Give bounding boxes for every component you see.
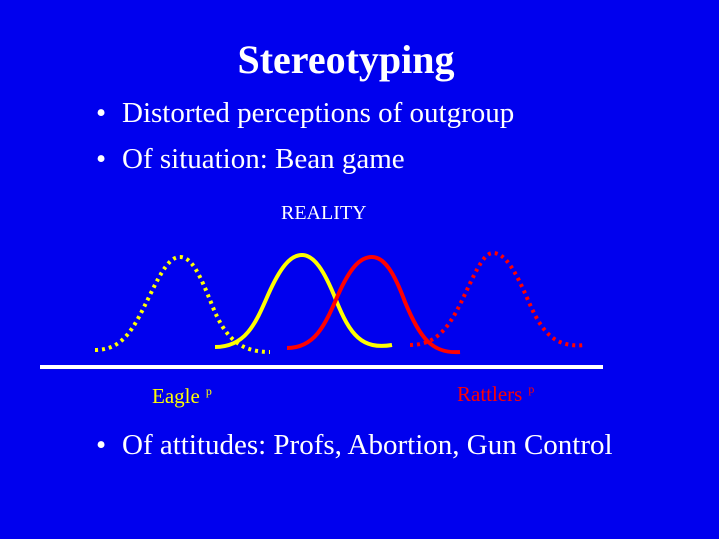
bullet-text: Of situation: Bean game [122,143,405,175]
slide-title: Stereotyping [237,37,455,82]
eagles-perceived-curve [94,254,271,354]
rattlers-reality-curve [286,254,461,355]
bullet-icon: • [96,429,107,461]
rattlers-label: Rattlers p [457,382,535,406]
reality-label: REALITY [281,202,367,224]
bullet-item: • Distorted perceptions of outgroup [96,97,514,130]
bullet-text: Of attitudes: Profs, Abortion, Gun Contr… [122,429,613,461]
bullet-text: Distorted perceptions of outgroup [122,97,515,129]
eagles-reality-curve [214,252,393,349]
eagles-label: Eagle p [152,384,212,408]
bullet-icon: • [96,143,107,175]
bullet-item: • Of situation: Bean game [96,143,405,176]
bullet-icon: • [96,97,107,129]
rattlers-perceived-curve [409,250,586,348]
bullet-item: • Of attitudes: Profs, Abortion, Gun Cont… [96,429,613,462]
